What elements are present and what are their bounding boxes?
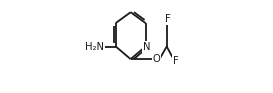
Text: F: F — [165, 14, 171, 24]
Text: H₂N: H₂N — [85, 41, 104, 52]
Text: O: O — [153, 54, 161, 64]
Text: N: N — [143, 42, 151, 52]
Text: F: F — [173, 56, 179, 66]
